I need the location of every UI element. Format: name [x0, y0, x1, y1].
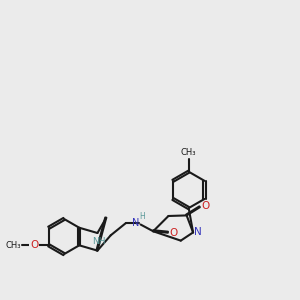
Text: CH₃: CH₃ — [6, 241, 21, 250]
Text: O: O — [30, 240, 38, 250]
Text: N: N — [132, 218, 140, 228]
Text: O: O — [169, 228, 178, 238]
Text: N: N — [194, 227, 202, 237]
Text: CH₃: CH₃ — [181, 148, 197, 157]
Text: H: H — [139, 212, 145, 221]
Text: NH: NH — [92, 237, 105, 246]
Text: O: O — [201, 201, 209, 211]
